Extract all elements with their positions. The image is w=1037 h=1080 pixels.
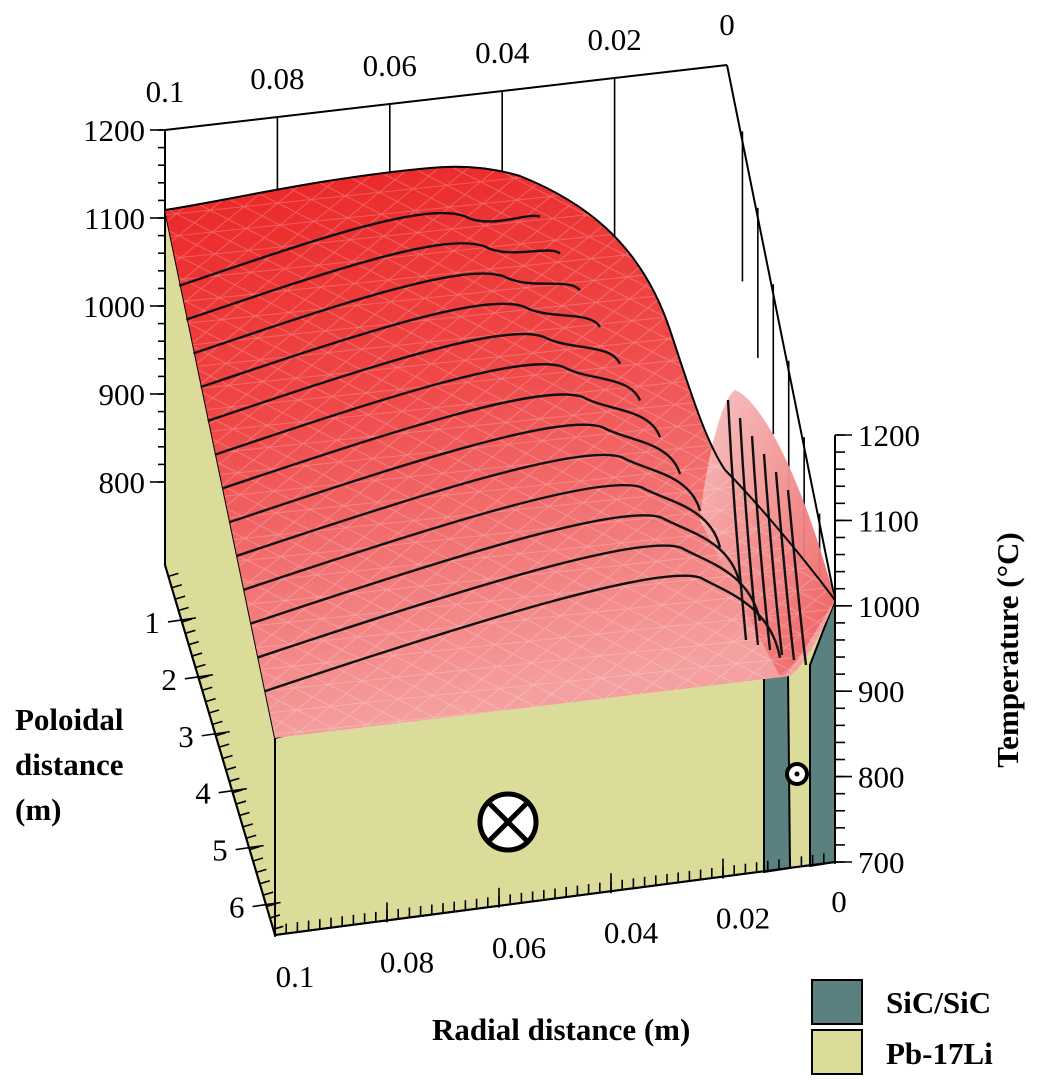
temperature-tick-label: 800 xyxy=(858,760,905,795)
back-radial-tick-label: 0.08 xyxy=(250,61,304,96)
radial-axis-title: Radial distance (m) xyxy=(432,1012,690,1047)
poloidal-minor-tick xyxy=(229,777,240,783)
isotherm-contour-line-wall xyxy=(774,471,796,661)
flow-into-page-symbol xyxy=(477,791,539,853)
radial-tick-label: 0.1 xyxy=(276,959,315,994)
poloidal-minor-tick xyxy=(242,823,254,828)
poloidal-minor-tick xyxy=(185,629,196,635)
isotherm-contour-line xyxy=(214,363,642,456)
back-radial-tick-label: 0.1 xyxy=(146,74,185,109)
poloidal-minor-tick xyxy=(178,606,189,612)
poloidal-minor-tick xyxy=(246,834,257,839)
back-radial-tick-label: 0.06 xyxy=(363,48,417,83)
poloidal-minor-tick xyxy=(205,697,216,703)
temperature-surface xyxy=(164,165,836,738)
isotherm-contour-line-wall xyxy=(786,489,808,666)
poloidal-minor-tick xyxy=(262,891,274,896)
radial-tick-label: 0.08 xyxy=(380,944,434,979)
poloidal-tick xyxy=(184,674,213,680)
poloidal-axis-title: Poloidal distance (m) xyxy=(15,702,131,827)
back-temperature-tick-label: 1200 xyxy=(83,113,145,148)
back-temperature-ticks: 800 900 1000 1100 1200 xyxy=(83,113,165,500)
poloidal-minor-tick xyxy=(259,880,270,885)
poloidal-minor-tick xyxy=(195,663,206,669)
isotherm-contour-line xyxy=(264,574,782,693)
temperature-tick-label: 1000 xyxy=(858,589,920,624)
back-temperature-tick-label: 900 xyxy=(99,377,146,412)
radial-tick-label: 0 xyxy=(831,884,847,919)
temperature-tick-label: 900 xyxy=(858,674,905,709)
flow-out-of-page-symbol xyxy=(785,762,809,786)
isotherm-contour-line xyxy=(200,302,602,389)
poloidal-minor-tick xyxy=(212,720,223,726)
temperature-axis-title: Temperature (°C) xyxy=(990,532,1025,767)
right-temperature-axis: 700 800 900 1000 1100 1200 xyxy=(834,418,920,880)
isotherm-contour-line xyxy=(250,514,742,625)
back-radial-ticks: 0.1 0.08 0.06 0.04 0.02 0 xyxy=(146,7,735,109)
poloidal-minor-tick xyxy=(222,754,233,760)
surface-outline xyxy=(164,165,836,601)
back-temperature-tick-label: 1100 xyxy=(84,201,145,236)
poloidal-tick-label: 4 xyxy=(195,776,211,811)
poloidal-tick-label: 2 xyxy=(161,662,177,697)
poloidal-tick xyxy=(252,901,281,908)
isotherm-contour-line-wall xyxy=(738,417,760,646)
poloidal-tick-label: 1 xyxy=(144,605,160,640)
legend-swatch-sic xyxy=(811,979,863,1025)
legend: SiC/SiC Pb-17Li xyxy=(811,979,993,1075)
back-radial-tick-label: 0.02 xyxy=(587,22,641,57)
legend-label-pbli: Pb-17Li xyxy=(886,1036,993,1071)
isotherm-contour-line-wall xyxy=(750,435,772,651)
isotherm-contour-line xyxy=(207,332,622,423)
poloidal-tick xyxy=(218,787,247,794)
back-radial-tick-label: 0.04 xyxy=(475,35,530,70)
isotherm-contours xyxy=(178,211,808,693)
poloidal-minor-tick xyxy=(218,743,230,748)
isotherm-contour-line xyxy=(221,393,662,490)
isotherm-contour-line xyxy=(178,211,541,287)
poloidal-tick-label: 6 xyxy=(229,890,245,925)
back-temperature-tick-label: 800 xyxy=(99,465,146,500)
isotherm-contour-line-wall xyxy=(762,453,784,656)
isotherm-contour-line xyxy=(228,423,682,524)
poloidal-minor-tick xyxy=(191,652,203,657)
poloidal-minor-tick xyxy=(208,709,220,714)
poloidal-minor-tick xyxy=(171,584,182,589)
isotherm-contour-line xyxy=(257,544,762,659)
poloidal-minor-tick xyxy=(188,640,199,646)
temperature-tick-label: 700 xyxy=(858,845,905,880)
poloidal-minor-tick xyxy=(168,572,179,578)
isotherm-contour-line xyxy=(243,483,722,591)
poloidal-minor-tick xyxy=(225,766,237,771)
legend-swatch-pbli xyxy=(811,1029,863,1075)
poloidal-minor-tick xyxy=(174,595,186,600)
poloidal-tick-label: 3 xyxy=(178,719,194,754)
poloidal-minor-tick xyxy=(256,868,267,874)
poloidal-tick xyxy=(201,730,230,737)
poloidal-minor-tick xyxy=(269,914,281,919)
isotherm-contour-line xyxy=(235,453,702,558)
poloidal-minor-tick xyxy=(252,857,264,862)
isotherm-contour-line-wall xyxy=(726,399,748,641)
radial-tick-label: 0.02 xyxy=(716,901,770,936)
temperature-tick-label: 1100 xyxy=(858,503,919,538)
back-radial-tick-label: 0 xyxy=(719,7,735,42)
isotherm-contour-line xyxy=(185,242,561,321)
poloidal-minor-tick xyxy=(239,811,250,817)
isotherm-contour-line xyxy=(193,272,581,355)
poloidal-minor-tick xyxy=(235,800,247,805)
radial-tick-label: 0.04 xyxy=(604,915,659,950)
front-radial-axis: 0.1 0.08 0.06 0.04 0.02 0 xyxy=(274,844,847,994)
back-temperature-tick-label: 1000 xyxy=(83,289,145,324)
poloidal-minor-tick xyxy=(202,686,213,691)
poloidal-tick xyxy=(167,617,197,623)
poloidal-tick-label: 5 xyxy=(212,833,228,868)
legend-label-sic: SiC/SiC xyxy=(886,985,991,1020)
temperature-tick-label: 1200 xyxy=(858,418,920,453)
poloidal-tick xyxy=(235,844,264,851)
radial-tick-label: 0.06 xyxy=(492,930,546,965)
